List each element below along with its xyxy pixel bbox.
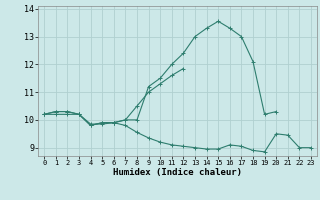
X-axis label: Humidex (Indice chaleur): Humidex (Indice chaleur) (113, 168, 242, 177)
